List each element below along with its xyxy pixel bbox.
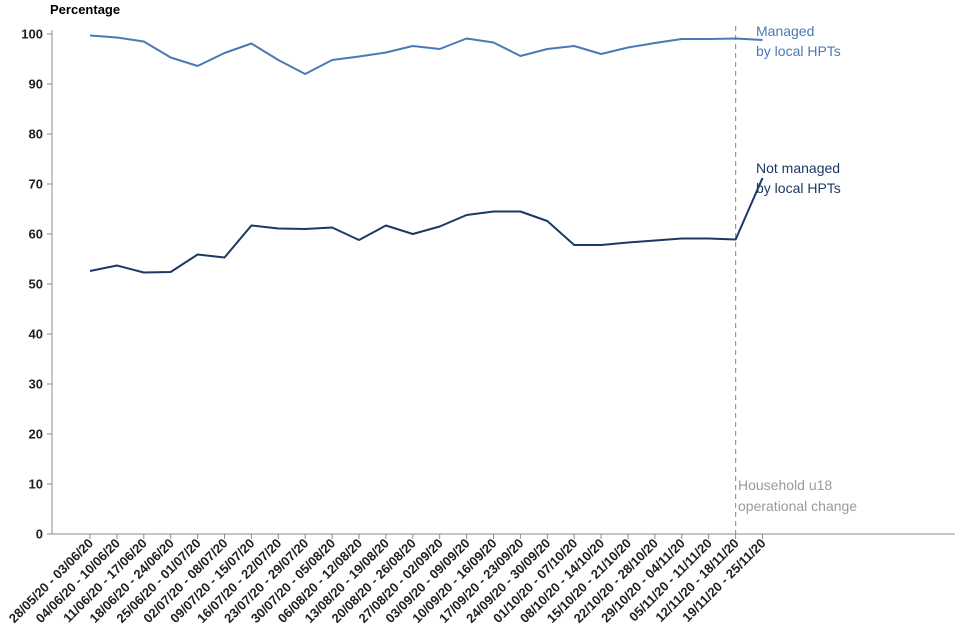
not-managed-label-line-2: by local HPTs [756,180,841,196]
y-tick-label: 90 [29,77,43,92]
y-tick-label: 20 [29,427,43,442]
y-ticks: 0 10 20 30 40 50 60 70 80 90 100 [21,27,52,542]
annotation-line-1: Household u18 [738,477,832,493]
y-tick-label: 80 [29,127,43,142]
not-managed-series-line [89,177,764,274]
annotation-group: Household u18 operational change [734,26,857,534]
managed-series-line [89,34,763,75]
y-tick-label: 70 [29,177,43,192]
y-tick-label: 10 [29,477,43,492]
y-tick-label: 0 [36,527,43,542]
axes [51,30,955,535]
y-tick-label: 50 [29,277,43,292]
y-tick-label: 30 [29,377,43,392]
y-tick-label: 100 [21,27,43,42]
y-tick-label: 40 [29,327,43,342]
managed-label-line-2: by local HPTs [756,43,841,59]
not-managed-label-line-1: Not managed [756,160,840,176]
y-axis-label: Percentage [50,2,120,17]
annotation-line-2: operational change [738,498,857,514]
y-tick-label: 60 [29,227,43,242]
series-labels: Managed by local HPTs Not managed by loc… [756,23,841,196]
managed-label-line-1: Managed [756,23,814,39]
series-lines [89,34,764,274]
